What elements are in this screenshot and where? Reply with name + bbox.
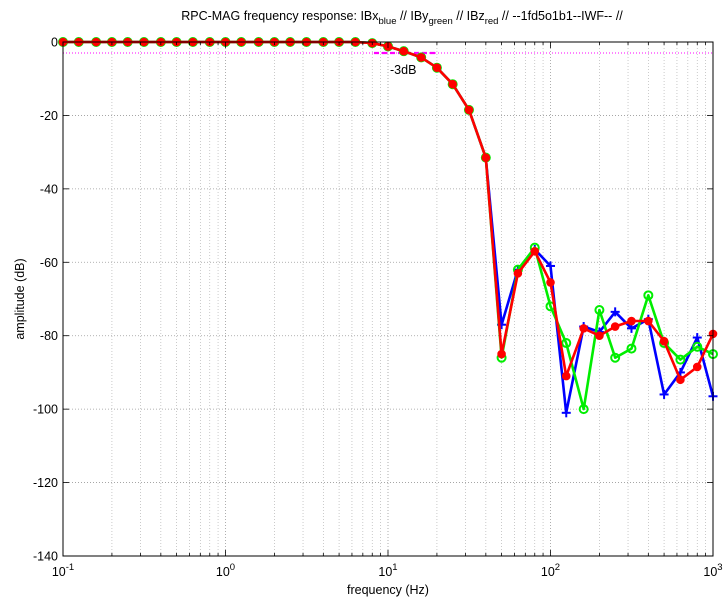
data-point	[561, 338, 572, 349]
data-point	[497, 349, 506, 359]
y-tick-label: -140	[33, 550, 58, 564]
data-point	[594, 305, 605, 316]
data-point	[546, 278, 555, 287]
data-point	[610, 352, 621, 363]
y-tick-label: 0	[51, 36, 58, 50]
data-point	[675, 354, 686, 365]
y-axis-label: amplitude (dB)	[13, 258, 27, 339]
data-point	[546, 261, 555, 271]
y-tick-label: -100	[33, 403, 58, 417]
data-point	[610, 322, 620, 331]
y-tick-label: -60	[40, 256, 58, 270]
data-point	[578, 404, 589, 415]
data-point	[595, 331, 604, 341]
data-point	[416, 53, 426, 62]
data-point	[464, 105, 474, 115]
data-point	[579, 324, 588, 333]
x-tick-label: 100	[216, 562, 235, 579]
y-tick-label: -20	[40, 109, 58, 123]
data-point	[644, 316, 653, 326]
data-point	[626, 323, 636, 333]
data-point	[692, 341, 703, 352]
data-point	[530, 246, 540, 256]
data-point	[561, 408, 571, 418]
data-point	[692, 362, 702, 372]
data-point	[627, 316, 636, 326]
y-tick-label: -120	[33, 476, 58, 490]
data-point	[659, 336, 669, 346]
data-point	[626, 343, 637, 354]
data-point	[676, 375, 685, 385]
y-tick-label: -80	[40, 329, 58, 343]
data-point	[561, 371, 571, 381]
data-point	[643, 290, 654, 301]
data-point	[513, 269, 523, 278]
x-tick-label: 101	[378, 562, 397, 579]
x-axis-label: frequency (Hz)	[347, 583, 429, 597]
x-tick-label: 10-1	[52, 562, 74, 579]
chart-title: RPC-MAG frequency response: IBxblue // I…	[181, 9, 623, 27]
axis-ticks: 10-1 100 101 102 103 0 -20 -40 -60 -80 -100 -120 -14…	[33, 36, 723, 580]
data-point	[481, 153, 491, 162]
data-point	[448, 79, 457, 89]
data-point	[610, 307, 620, 317]
data-point	[659, 389, 669, 399]
data-point	[399, 46, 409, 56]
data-point	[692, 333, 702, 343]
x-tick-label: 103	[703, 562, 722, 579]
data-point	[432, 63, 442, 72]
grid	[63, 42, 713, 556]
y-tick-label: -40	[40, 182, 58, 196]
x-tick-label: 102	[541, 562, 560, 579]
minus-3db-annotation: -3dB	[390, 63, 416, 77]
